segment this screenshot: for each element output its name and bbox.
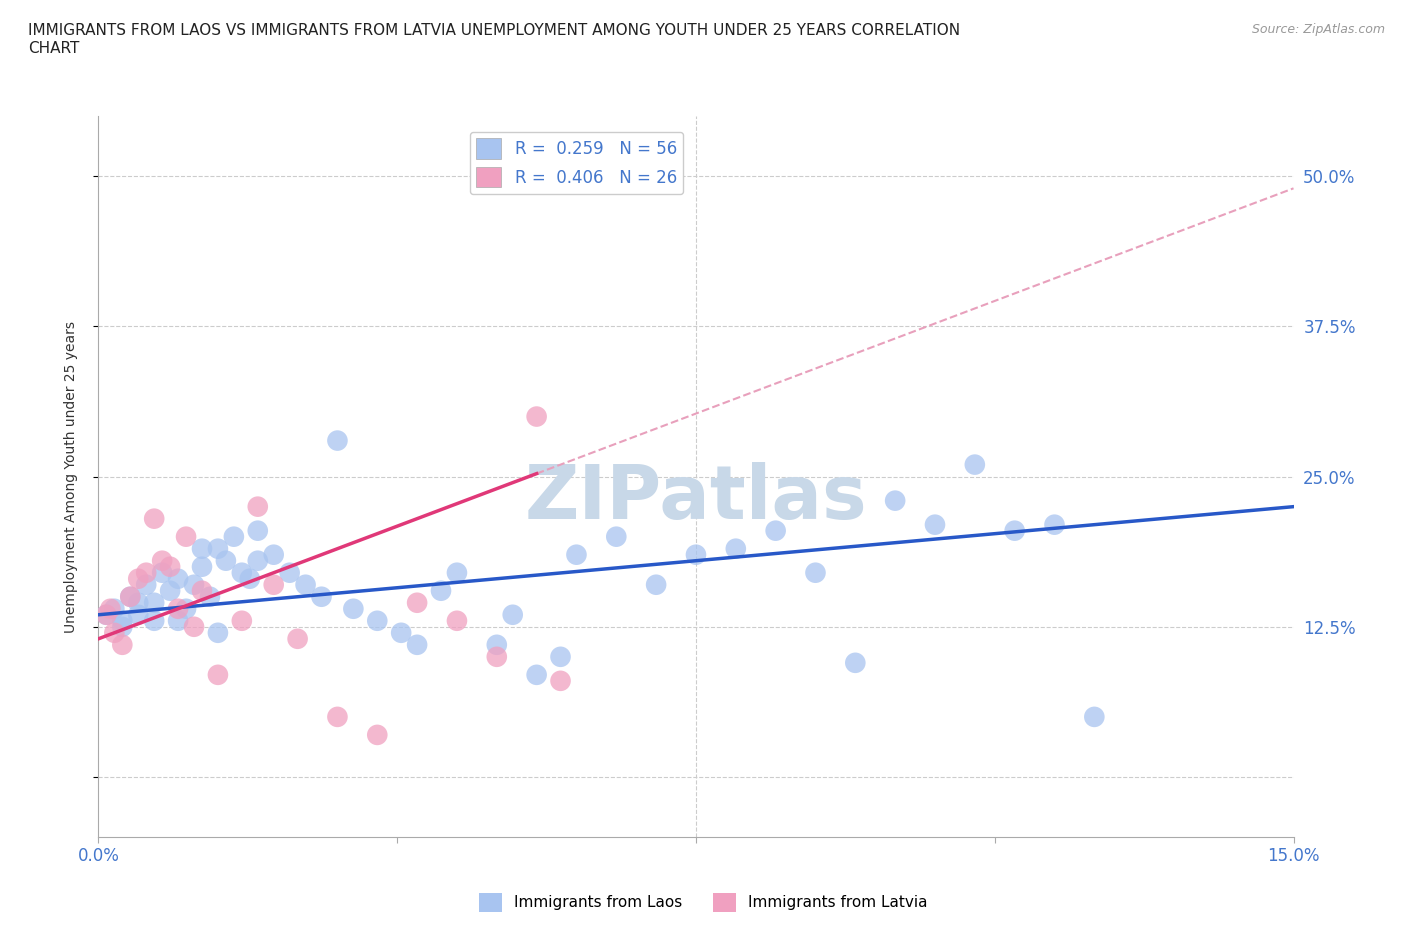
Point xyxy=(963,458,986,472)
Point xyxy=(127,571,149,586)
Point xyxy=(645,578,668,592)
Point xyxy=(366,614,388,629)
Point xyxy=(191,541,214,556)
Point xyxy=(127,607,149,622)
Point xyxy=(263,578,285,592)
Point xyxy=(143,595,166,610)
Point xyxy=(167,614,190,629)
Point xyxy=(1043,517,1066,532)
Point xyxy=(143,614,166,629)
Point xyxy=(765,524,787,538)
Point xyxy=(96,607,118,622)
Text: IMMIGRANTS FROM LAOS VS IMMIGRANTS FROM LATVIA UNEMPLOYMENT AMONG YOUTH UNDER 25: IMMIGRANTS FROM LAOS VS IMMIGRANTS FROM … xyxy=(28,23,960,56)
Point xyxy=(207,541,229,556)
Point xyxy=(127,595,149,610)
Point xyxy=(804,565,827,580)
Point xyxy=(844,656,866,671)
Point xyxy=(167,571,190,586)
Point xyxy=(366,727,388,742)
Point xyxy=(605,529,627,544)
Point xyxy=(207,625,229,640)
Point xyxy=(222,529,245,544)
Point xyxy=(550,649,572,664)
Point xyxy=(150,553,173,568)
Point xyxy=(111,619,134,634)
Point xyxy=(135,565,157,580)
Point xyxy=(526,409,548,424)
Point xyxy=(120,590,142,604)
Point xyxy=(174,529,197,544)
Point xyxy=(311,590,333,604)
Point xyxy=(198,590,221,604)
Point xyxy=(103,625,125,640)
Point xyxy=(246,553,269,568)
Point xyxy=(430,583,453,598)
Point xyxy=(183,578,205,592)
Point xyxy=(526,668,548,683)
Point xyxy=(207,668,229,683)
Point xyxy=(406,637,429,652)
Point xyxy=(246,524,269,538)
Point xyxy=(485,649,508,664)
Point xyxy=(446,565,468,580)
Point xyxy=(924,517,946,532)
Point xyxy=(326,433,349,448)
Y-axis label: Unemployment Among Youth under 25 years: Unemployment Among Youth under 25 years xyxy=(63,321,77,632)
Point xyxy=(406,595,429,610)
Point xyxy=(174,602,197,617)
Point xyxy=(263,547,285,562)
Point xyxy=(98,602,122,617)
Legend: R =  0.259   N = 56, R =  0.406   N = 26: R = 0.259 N = 56, R = 0.406 N = 26 xyxy=(470,132,683,194)
Point xyxy=(159,559,181,574)
Point xyxy=(111,637,134,652)
Point xyxy=(1004,524,1026,538)
Point xyxy=(326,710,349,724)
Point xyxy=(287,631,309,646)
Point xyxy=(143,512,166,526)
Point xyxy=(565,547,588,562)
Point xyxy=(231,565,253,580)
Point xyxy=(502,607,524,622)
Text: Source: ZipAtlas.com: Source: ZipAtlas.com xyxy=(1251,23,1385,36)
Point xyxy=(294,578,316,592)
Point xyxy=(446,614,468,629)
Point xyxy=(231,614,253,629)
Point xyxy=(120,590,142,604)
Point xyxy=(389,625,412,640)
Point xyxy=(246,499,269,514)
Point xyxy=(278,565,301,580)
Point xyxy=(550,673,572,688)
Text: ZIPatlas: ZIPatlas xyxy=(524,462,868,535)
Point xyxy=(342,602,364,617)
Point xyxy=(191,583,214,598)
Point xyxy=(215,553,238,568)
Point xyxy=(103,602,125,617)
Point xyxy=(239,571,262,586)
Point xyxy=(96,607,118,622)
Point xyxy=(159,583,181,598)
Point xyxy=(183,619,205,634)
Legend: Immigrants from Laos, Immigrants from Latvia: Immigrants from Laos, Immigrants from La… xyxy=(472,887,934,918)
Point xyxy=(111,614,134,629)
Point xyxy=(884,493,907,508)
Point xyxy=(135,578,157,592)
Point xyxy=(150,565,173,580)
Point xyxy=(1083,710,1105,724)
Point xyxy=(191,559,214,574)
Point xyxy=(485,637,508,652)
Point xyxy=(724,541,747,556)
Point xyxy=(685,547,707,562)
Point xyxy=(167,602,190,617)
